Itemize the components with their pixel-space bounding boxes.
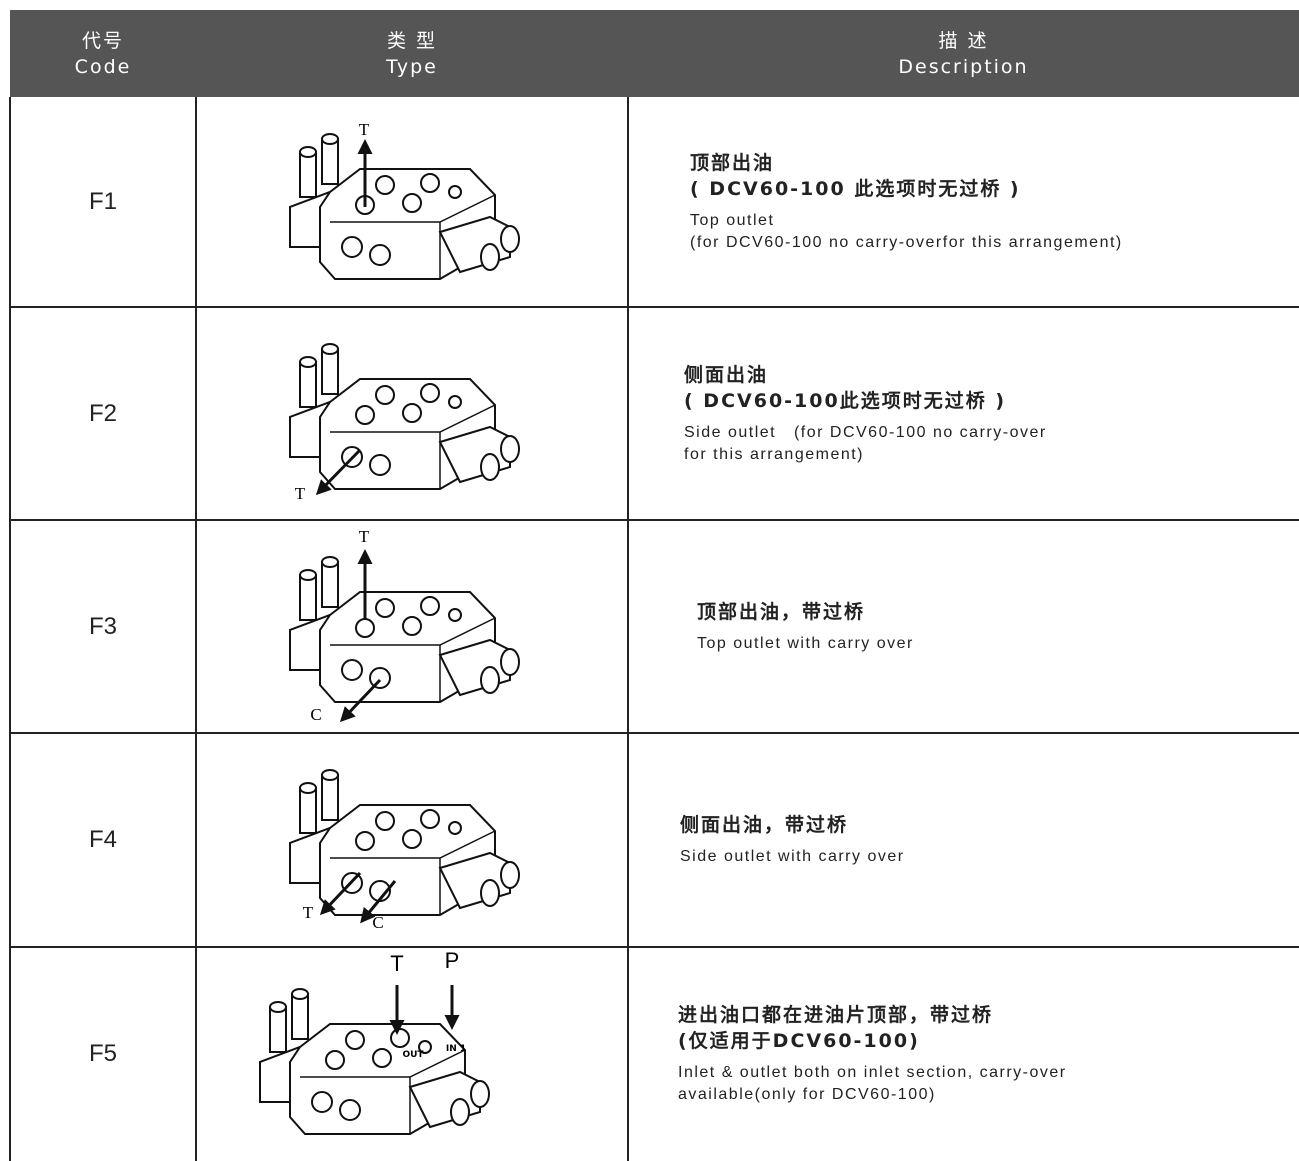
description-zh: 顶部出油，带过桥 [697, 600, 866, 623]
description-zh: ( DCV60-100 此选项时无过桥 ) [690, 178, 1021, 200]
code-cell: F2 [88, 399, 117, 427]
header-cell: 描 述 Description [628, 10, 1299, 97]
description-en: (for DCV60-100 no carry-overfor this arr… [690, 234, 1123, 251]
code-cell: F5 [88, 1040, 117, 1067]
port-label: T [295, 484, 306, 503]
table-lines [9, 10, 1299, 1161]
header-en: Type [386, 55, 438, 78]
description-cell: 顶部出油，带过桥 Top outlet with carry over [697, 520, 1299, 733]
description-en: for this arrangement) [684, 445, 865, 463]
description-cell: 侧面出油 ( DCV60-100此选项时无过桥 ) Side outlet (for… [684, 307, 1299, 520]
valve-illustration [289, 769, 520, 916]
valve-illustration [289, 343, 520, 490]
spacer [690, 202, 1299, 210]
code-cell: F4 [88, 826, 117, 853]
port-label: T [359, 527, 370, 546]
description-cell: 进出油口都在进油片顶部，带过桥 (仅适用于DCV60-100) Inlet & ou… [678, 947, 1299, 1161]
port-label: C [310, 705, 321, 724]
port-label: C [372, 913, 383, 932]
port-label: T [359, 120, 370, 139]
port-arrow [339, 678, 382, 723]
description-zh: 顶部出油 [690, 152, 775, 174]
port-arrow [319, 871, 362, 916]
spacer [697, 625, 1299, 633]
description-zh: 侧面出油，带过桥 [680, 814, 849, 836]
header-zh: 代号 [81, 29, 124, 52]
port-arrow [360, 880, 397, 924]
header-cell: 类 型 Type [196, 10, 628, 97]
valve-illustration [289, 556, 520, 703]
description-cell: 顶部出油 ( DCV60-100 此选项时无过桥 ) Top outlet (for … [690, 97, 1299, 307]
port-label: IN 1 [446, 1044, 466, 1054]
description-en: available(only for DCV60-100) [678, 1086, 936, 1103]
code-cell: F1 [88, 188, 117, 215]
spacer [684, 414, 1299, 422]
header-en: Code [74, 55, 132, 78]
port-label: T [390, 951, 403, 976]
description-cell: 侧面出油，带过桥 Side outlet with carry over [680, 733, 1299, 947]
description-en: Top outlet [690, 212, 775, 229]
spacer [678, 1054, 1299, 1062]
header-en: Description [898, 55, 1029, 78]
spacer [680, 838, 1299, 846]
valve-illustration [289, 133, 520, 280]
code-cell: F3 [88, 612, 117, 640]
description-zh: 进出油口都在进油片顶部，带过桥 [678, 1004, 994, 1026]
description-en: Inlet & outlet both on inlet section, ca… [678, 1064, 1067, 1081]
description-en: Side outlet (for DCV60-100 no carry-over [684, 423, 1047, 441]
port-label: OUT [402, 1050, 424, 1060]
header-zh: 描 述 [938, 29, 989, 52]
description-en: Side outlet with carry over [680, 848, 905, 865]
description-zh: (仅适用于DCV60-100) [678, 1030, 920, 1052]
description-en: Top outlet with carry over [697, 634, 914, 652]
port-label: P [445, 948, 460, 973]
description-zh: 侧面出油 [684, 363, 769, 386]
header-zh: 类 型 [386, 29, 438, 52]
port-label: T [303, 903, 314, 922]
description-zh: ( DCV60-100此选项时无过桥 ) [684, 389, 1007, 412]
port-arrow [315, 448, 362, 496]
header-cell: 代号 Code [10, 10, 196, 97]
valve-illustration [259, 988, 490, 1135]
